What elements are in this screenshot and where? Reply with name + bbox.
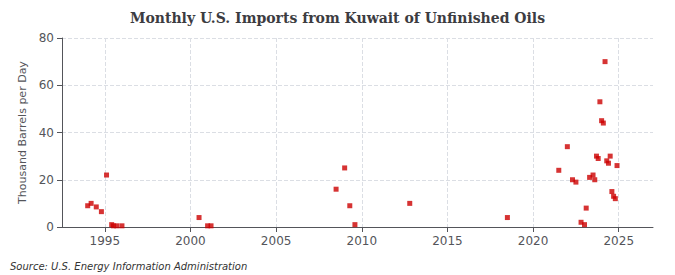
svg-text:2005: 2005 xyxy=(261,234,292,248)
svg-text:Source: U.S. Energy Informatio: Source: U.S. Energy Information Administ… xyxy=(10,261,247,272)
svg-text:20: 20 xyxy=(39,173,54,187)
svg-text:0: 0 xyxy=(46,220,54,234)
svg-text:80: 80 xyxy=(39,31,54,45)
svg-text:2000: 2000 xyxy=(175,234,206,248)
svg-text:60: 60 xyxy=(39,78,54,92)
svg-text:2010: 2010 xyxy=(347,234,378,248)
svg-text:Thousand Barrels per Day: Thousand Barrels per Day xyxy=(16,61,29,205)
svg-text:2025: 2025 xyxy=(603,234,634,248)
svg-text:Monthly U.S. Imports from Kuwa: Monthly U.S. Imports from Kuwait of Unfi… xyxy=(130,10,545,26)
svg-text:2015: 2015 xyxy=(432,234,463,248)
svg-text:1995: 1995 xyxy=(90,234,121,248)
svg-text:2020: 2020 xyxy=(518,234,549,248)
svg-text:40: 40 xyxy=(39,126,54,140)
